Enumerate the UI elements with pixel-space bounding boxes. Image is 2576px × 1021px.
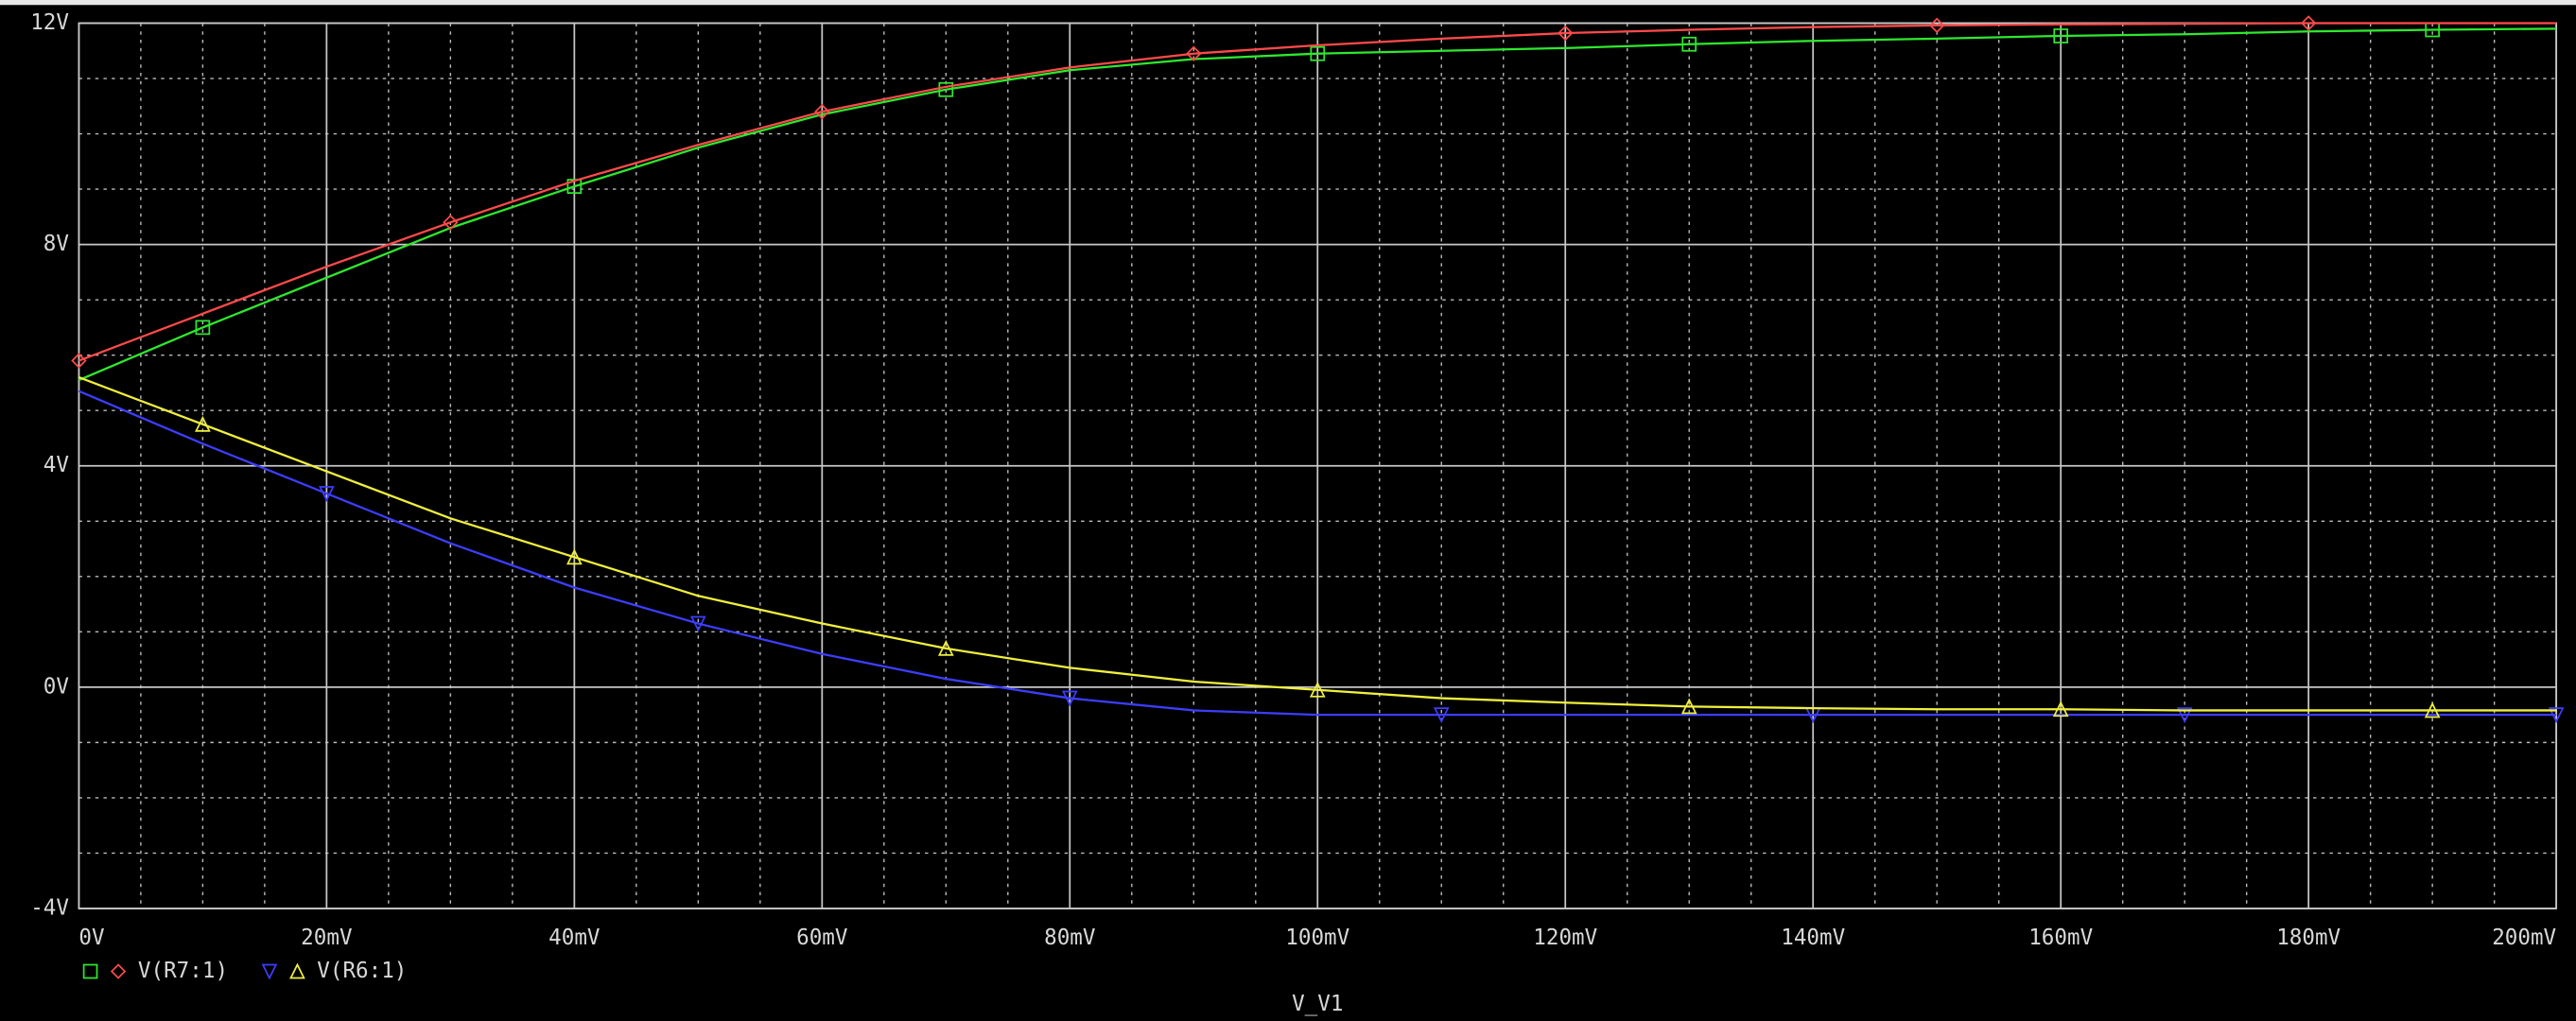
x-tick-label: 200mV <box>2492 926 2556 950</box>
line <box>78 389 2557 717</box>
y-tick-label: 8V <box>44 232 70 256</box>
marker <box>1558 25 1574 42</box>
marker <box>937 639 954 656</box>
x-tick-label: 100mV <box>1285 926 1349 950</box>
marker <box>2548 707 2565 724</box>
legend-label: V(R6:1) <box>317 959 407 983</box>
x-tick-label: 180mV <box>2276 926 2341 950</box>
marker <box>195 320 211 336</box>
x-tick-label: 140mV <box>1781 926 1845 950</box>
line <box>78 376 2557 712</box>
marker <box>2424 701 2441 718</box>
marker <box>814 103 830 120</box>
y-tick-label: 4V <box>44 453 70 477</box>
marker <box>1681 36 1697 52</box>
line <box>78 22 2557 362</box>
marker <box>566 548 583 565</box>
marker <box>1433 707 1450 724</box>
marker <box>2176 707 2193 724</box>
marker <box>2300 15 2317 31</box>
marker <box>195 415 211 432</box>
x-tick-label: 160mV <box>2028 926 2093 950</box>
x-axis-label: V_V1 <box>1292 992 1343 1016</box>
x-tick-label: 0V <box>78 926 105 950</box>
top-border <box>0 0 2576 6</box>
marker <box>319 486 335 502</box>
marker <box>2052 701 2069 718</box>
legend-marker <box>82 963 98 979</box>
line <box>78 27 2557 382</box>
x-tick-label: 80mV <box>1044 926 1096 950</box>
x-tick-label: 20mV <box>301 926 353 950</box>
marker <box>1929 17 1945 34</box>
y-tick-label: 12V <box>30 10 69 35</box>
marker <box>71 353 87 369</box>
marker <box>1309 681 1326 698</box>
marker <box>1186 45 1202 61</box>
marker <box>1061 690 1078 707</box>
plot-frame <box>78 22 2558 909</box>
legend-label: V(R7:1) <box>138 959 228 983</box>
marker <box>443 214 459 231</box>
x-tick-label: 60mV <box>796 926 848 950</box>
marker <box>938 81 954 97</box>
marker <box>1680 698 1697 715</box>
x-tick-label: 40mV <box>548 926 600 950</box>
y-tick-label: 0V <box>44 674 70 699</box>
marker <box>689 615 706 632</box>
legend-marker <box>261 963 278 980</box>
marker <box>1310 45 1326 61</box>
legend-marker <box>110 963 127 979</box>
legend-marker <box>289 962 305 979</box>
marker <box>2053 28 2069 43</box>
x-tick-label: 120mV <box>1533 926 1597 950</box>
y-tick-label: -4V <box>30 895 69 920</box>
